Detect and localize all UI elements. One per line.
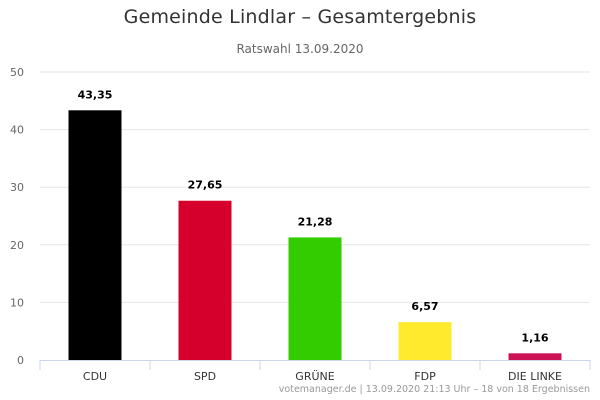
x-tick-label: CDU: [83, 370, 107, 383]
y-tick-label: 40: [10, 124, 24, 137]
chart-title: Gemeinde Lindlar – Gesamtergebnis: [123, 6, 477, 28]
y-tick-label: 0: [17, 354, 24, 367]
x-tick-label: DIE LINKE: [508, 370, 562, 383]
bar-die-linke: [508, 353, 562, 360]
data-label: 43,35: [78, 88, 113, 101]
bar-spd: [178, 200, 232, 360]
data-label: 27,65: [188, 179, 223, 192]
data-label: 21,28: [298, 215, 333, 228]
x-tick-label: FDP: [414, 370, 436, 383]
y-tick-label: 20: [10, 239, 24, 252]
data-labels: 43,35 27,65 21,28 6,57 1,16: [78, 88, 549, 344]
chart-subtitle: Ratswahl 13.09.2020: [236, 42, 364, 56]
data-label: 1,16: [521, 331, 548, 344]
bars: [68, 110, 562, 360]
y-axis-ticks: 0 10 20 30 40 50: [10, 66, 24, 367]
data-label: 6,57: [411, 300, 438, 313]
y-tick-label: 30: [10, 181, 24, 194]
bar-cdu: [68, 110, 122, 360]
x-tick-label: GRÜNE: [295, 370, 334, 383]
y-tick-label: 10: [10, 296, 24, 309]
y-tick-label: 50: [10, 66, 24, 79]
x-tick-label: SPD: [194, 370, 216, 383]
x-axis: CDU SPD GRÜNE FDP DIE LINKE: [39, 360, 591, 383]
credits-text: votemanager.de | 13.09.2020 21:13 Uhr – …: [278, 384, 590, 395]
bar-fdp: [398, 322, 452, 360]
bar-gruene: [288, 237, 342, 360]
